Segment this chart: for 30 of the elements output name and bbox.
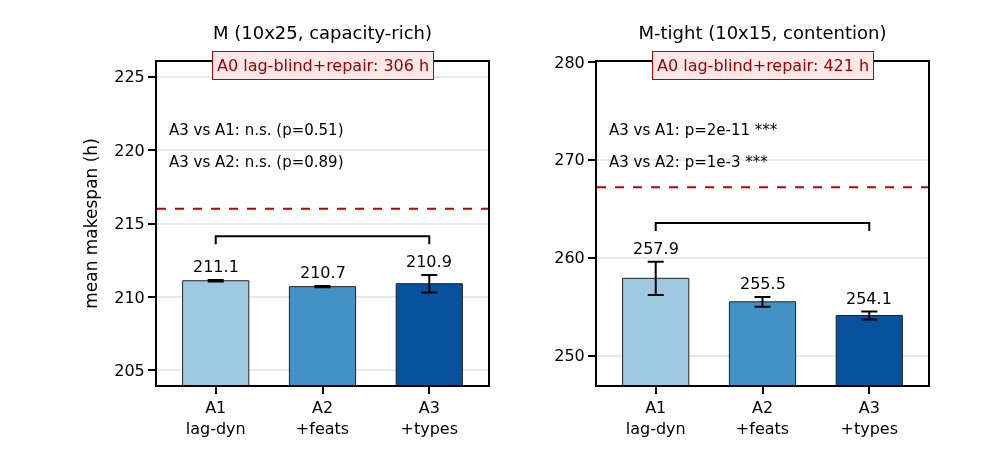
y-tick-label: 260 [554, 248, 585, 268]
y-tick-label: 280 [554, 52, 585, 72]
x-tick-label: A2 +feats [735, 398, 790, 438]
data-label: 254.1 [846, 289, 892, 308]
y-tick-label: 205 [114, 360, 145, 380]
chart-title: M (10x25, capacity-rich) [212, 22, 433, 44]
data-label: 210.7 [300, 263, 346, 282]
annotation: A3 vs A2: p=1e-3 *** [609, 153, 769, 171]
data-label: 257.9 [633, 239, 679, 258]
x-tick-label: A2 +feats [295, 398, 350, 438]
x-tick-label: A1 lag-dyn [185, 398, 246, 438]
x-tick-label: A1 lag-dyn [625, 398, 686, 438]
annotation: A0 lag-blind+repair: 421 h [657, 56, 870, 75]
x-tick-label: A3 +types [840, 398, 899, 438]
y-tick-label: 225 [114, 67, 145, 87]
annotation: A3 vs A2: n.s. (p=0.89) [169, 153, 344, 171]
x-tick-label: A3 +types [400, 398, 459, 438]
data-label: 255.5 [740, 274, 786, 293]
y-tick-label: 250 [554, 346, 585, 366]
y-axis-title: mean makespan (h) [81, 138, 102, 309]
chart-title: M-tight (10x15, contention) [638, 22, 887, 44]
annotation: A3 vs A1: p=2e-11 *** [609, 121, 778, 139]
y-tick-label: 215 [114, 214, 145, 234]
y-tick-label: 220 [114, 140, 145, 160]
data-label: 210.9 [406, 252, 452, 271]
data-label: 211.1 [193, 257, 239, 276]
annotation: A3 vs A1: n.s. (p=0.51) [169, 121, 344, 139]
annotation: A0 lag-blind+repair: 306 h [217, 56, 430, 75]
y-tick-label: 270 [554, 150, 585, 170]
y-tick-label: 210 [114, 287, 145, 307]
